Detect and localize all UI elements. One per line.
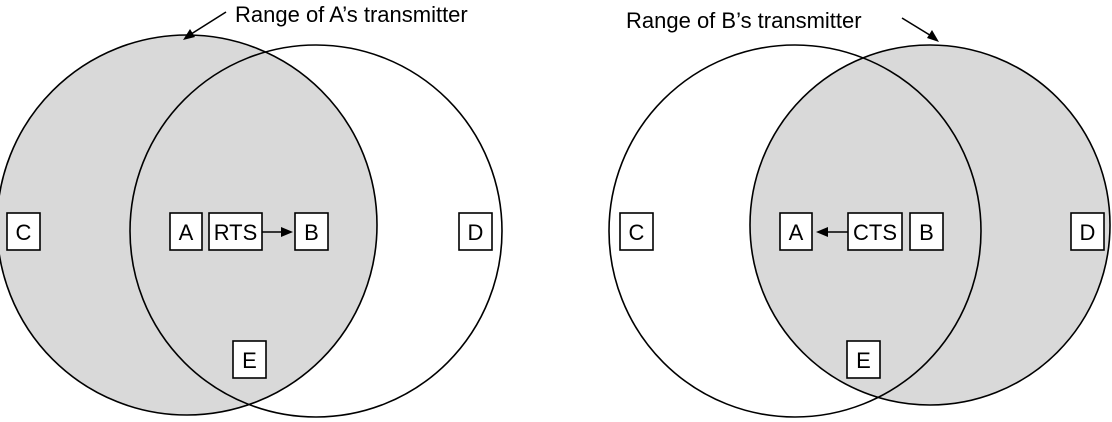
- right-panel: Range of B’s transmitter C A CTS B D E: [608, 8, 1111, 418]
- node-a-box: [779, 212, 813, 251]
- node-d-box: [1070, 212, 1105, 251]
- node-c-label: C: [16, 220, 32, 245]
- a-range-pointer-head: [183, 29, 195, 40]
- node-a-label: A: [789, 220, 804, 245]
- b-range-pointer-head: [927, 30, 939, 42]
- b-range-label: Range of B’s transmitter: [626, 8, 862, 33]
- cts-arrow-head: [816, 227, 828, 237]
- node-d-box: [458, 212, 493, 251]
- cts-message-label: CTS: [853, 220, 897, 245]
- node-e-label: E: [856, 348, 871, 373]
- left-panel: Range of A’s transmitter C A RTS B D E: [0, 2, 503, 418]
- b-range-pointer-line: [901, 17, 934, 38]
- node-b-label: B: [304, 220, 319, 245]
- node-e-box: [232, 340, 267, 379]
- node-b-box: [909, 212, 944, 251]
- node-b-label: B: [919, 220, 934, 245]
- node-e-label: E: [242, 348, 257, 373]
- node-b-box: [294, 212, 329, 251]
- rts-message-label: RTS: [214, 220, 258, 245]
- cts-message-box: [847, 212, 903, 251]
- node-d-label: D: [468, 220, 484, 245]
- node-c-label: C: [629, 220, 645, 245]
- b-range-circle: [129, 44, 503, 418]
- b-range-circle: [749, 44, 1111, 406]
- rts-message-box: [208, 212, 263, 251]
- node-a-label: A: [179, 220, 194, 245]
- node-c-box: [6, 212, 41, 251]
- a-range-label: Range of A’s transmitter: [235, 2, 468, 27]
- rts-arrow-head: [281, 227, 293, 237]
- node-d-label: D: [1080, 220, 1096, 245]
- node-e-box: [846, 340, 881, 379]
- node-a-box: [169, 212, 203, 251]
- node-c-box: [619, 212, 654, 251]
- a-range-circle: [608, 44, 982, 418]
- a-range-pointer-line: [187, 11, 227, 37]
